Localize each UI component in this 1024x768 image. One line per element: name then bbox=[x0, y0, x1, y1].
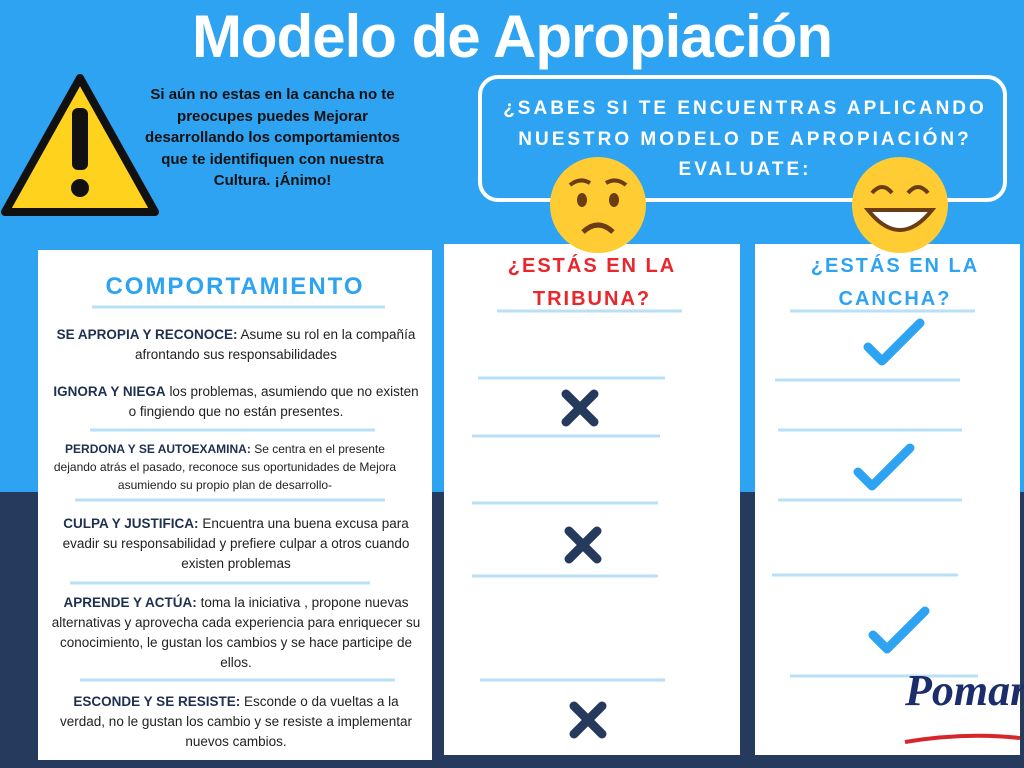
question-line: EVALUATE: bbox=[678, 159, 812, 180]
table-heading: COMPORTAMIENTO bbox=[105, 273, 365, 300]
behavior-text: Asume su rol en la compañía afrontando s… bbox=[135, 327, 416, 362]
behavior-panel bbox=[38, 250, 432, 760]
title: Modelo de Apropiación bbox=[191, 3, 833, 70]
behavior-name: PERDONA Y SE AUTOEXAMINA: bbox=[65, 442, 251, 456]
column-header: CANCHA? bbox=[838, 288, 952, 310]
checks bbox=[853, 318, 930, 654]
happy-emoji bbox=[852, 157, 948, 253]
behavior-text: toma la iniciativa , propone nuevas alte… bbox=[51, 595, 421, 670]
column-header: TRIBUNA? bbox=[532, 288, 652, 310]
behavior-name: ESCONDE Y SE RESISTE: bbox=[73, 694, 241, 709]
warning-icon bbox=[1, 74, 159, 216]
question-line: ¿SABES SI TE ENCUENTRAS APLICANDO bbox=[503, 98, 987, 119]
question-line: NUESTRO MODELO DE APROPIACIÓN? bbox=[518, 129, 972, 150]
behavior-name: IGNORA Y NIEGA bbox=[53, 384, 166, 399]
behavior-row: ESCONDE Y SE RESISTE: Esconde o da vuelt… bbox=[50, 692, 422, 752]
logo-swoosh bbox=[904, 733, 1021, 744]
question-box bbox=[478, 75, 1007, 202]
column-header: ¿ESTÁS EN LA bbox=[507, 255, 677, 277]
behavior-row: SE APROPIA Y RECONOCE: Asume su rol en l… bbox=[50, 325, 422, 365]
behavior-text: Se centra en el presente dejando atrás e… bbox=[53, 442, 397, 492]
column-header: ¿ESTÁS EN LA bbox=[810, 255, 980, 277]
warning-text: Si aún no estas en la cancha no te preoc… bbox=[144, 86, 401, 189]
behavior-text: Esconde o da vueltas a la verdad, no le … bbox=[60, 694, 412, 749]
crosses bbox=[561, 389, 607, 739]
behavior-row: CULPA Y JUSTIFICA: Encuentra una buena e… bbox=[50, 514, 422, 574]
logo: Pomar bbox=[905, 666, 1024, 715]
behavior-row: PERDONA Y SE AUTOEXAMINA: Se centra en e… bbox=[45, 440, 405, 494]
worried-emoji bbox=[550, 157, 646, 253]
tribuna-panel bbox=[444, 244, 740, 755]
behavior-text: Encuentra una buena excusa para evadir s… bbox=[62, 516, 410, 571]
behavior-text: los problemas, asumiendo que no existen … bbox=[128, 384, 419, 419]
behavior-name: SE APROPIA Y RECONOCE: bbox=[56, 327, 238, 342]
behavior-name: CULPA Y JUSTIFICA: bbox=[63, 516, 199, 531]
behavior-row: APRENDE Y ACTÚA: toma la iniciativa , pr… bbox=[50, 593, 422, 673]
separators bbox=[70, 305, 978, 682]
behavior-name: APRENDE Y ACTÚA: bbox=[63, 595, 197, 610]
behavior-row: IGNORA Y NIEGA los problemas, asumiendo … bbox=[50, 382, 422, 422]
